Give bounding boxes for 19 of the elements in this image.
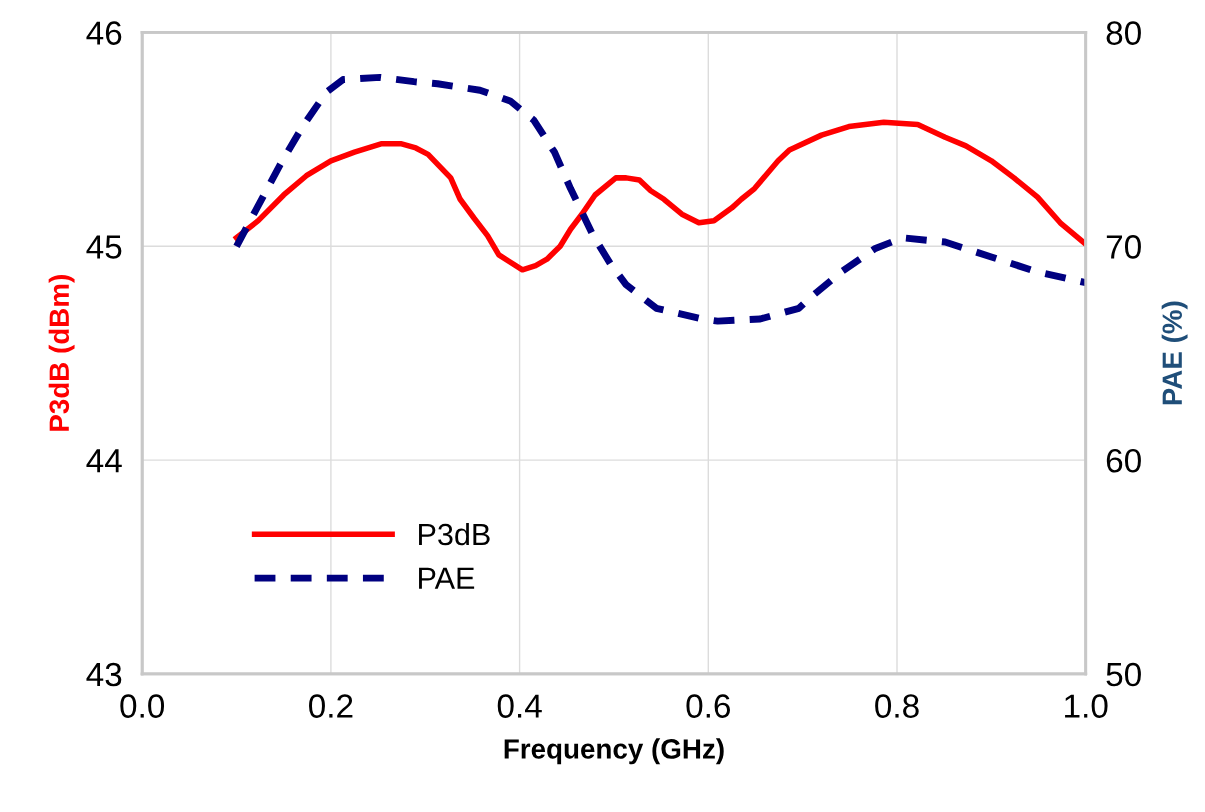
y-tick-label: 46 bbox=[86, 21, 122, 45]
x-tick-label: 1.0 bbox=[1065, 694, 1108, 718]
y2-tick-label: 50 bbox=[1106, 662, 1141, 687]
y-tick-label: 45 bbox=[86, 235, 122, 259]
legend-label: P3dB bbox=[419, 522, 490, 546]
y-tick-label: 44 bbox=[86, 449, 122, 473]
y-tick-label: 43 bbox=[86, 662, 122, 687]
y-axis-title: P3dB (dBm) bbox=[48, 275, 75, 431]
y2-tick-label: 60 bbox=[1106, 448, 1141, 473]
x-tick-label: 0.6 bbox=[686, 694, 730, 718]
x-tick-label: 0.4 bbox=[497, 694, 542, 718]
x-tick-label: 0.0 bbox=[120, 694, 165, 718]
x-tick-label: 0.8 bbox=[875, 694, 919, 718]
y2-tick-label: 80 bbox=[1106, 21, 1141, 45]
y2-axis-title: PAE (%) bbox=[1161, 301, 1188, 405]
x-axis-title: Frequency (GHz) bbox=[504, 738, 724, 765]
legend-label: PAE bbox=[419, 567, 475, 589]
x-tick-label: 0.2 bbox=[309, 694, 353, 718]
y2-tick-label: 70 bbox=[1106, 235, 1141, 259]
